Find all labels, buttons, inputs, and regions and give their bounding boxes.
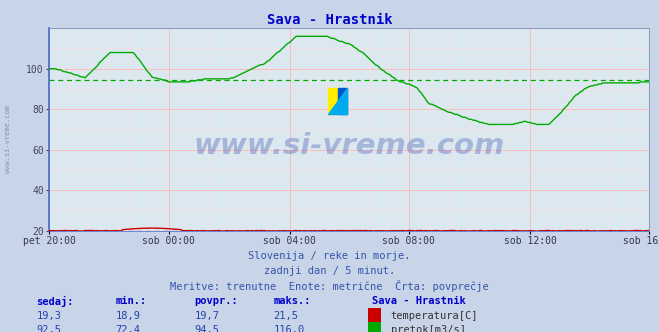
Text: temperatura[C]: temperatura[C] bbox=[391, 311, 478, 321]
Text: min.:: min.: bbox=[115, 296, 146, 306]
Text: www.si-vreme.com: www.si-vreme.com bbox=[194, 132, 505, 160]
Text: www.si-vreme.com: www.si-vreme.com bbox=[5, 106, 11, 173]
Text: 116,0: 116,0 bbox=[273, 325, 304, 332]
Text: 21,5: 21,5 bbox=[273, 311, 299, 321]
Text: Meritve: trenutne  Enote: metrične  Črta: povprečje: Meritve: trenutne Enote: metrične Črta: … bbox=[170, 280, 489, 291]
Text: 92,5: 92,5 bbox=[36, 325, 61, 332]
Bar bbox=[328, 88, 338, 114]
Text: zadnji dan / 5 minut.: zadnji dan / 5 minut. bbox=[264, 266, 395, 276]
Text: pretok[m3/s]: pretok[m3/s] bbox=[391, 325, 466, 332]
Text: 19,3: 19,3 bbox=[36, 311, 61, 321]
Bar bbox=[338, 88, 347, 114]
Text: maks.:: maks.: bbox=[273, 296, 311, 306]
Polygon shape bbox=[328, 88, 347, 114]
Text: 94,5: 94,5 bbox=[194, 325, 219, 332]
Text: sedaj:: sedaj: bbox=[36, 296, 74, 307]
Text: Sava - Hrastnik: Sava - Hrastnik bbox=[267, 13, 392, 27]
Text: 19,7: 19,7 bbox=[194, 311, 219, 321]
Text: Slovenija / reke in morje.: Slovenija / reke in morje. bbox=[248, 251, 411, 261]
Text: povpr.:: povpr.: bbox=[194, 296, 238, 306]
Text: 72,4: 72,4 bbox=[115, 325, 140, 332]
Text: Sava - Hrastnik: Sava - Hrastnik bbox=[372, 296, 466, 306]
Text: 18,9: 18,9 bbox=[115, 311, 140, 321]
